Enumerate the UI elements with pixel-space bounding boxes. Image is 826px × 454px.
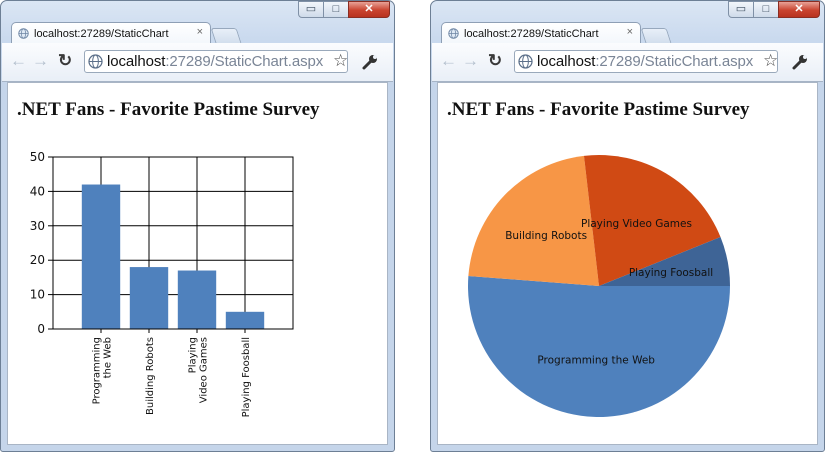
tab-close-icon[interactable]: × [626, 26, 633, 38]
pie-slice-label: Playing Video Games [581, 218, 692, 230]
x-tick-label-line: Building Robots [145, 337, 156, 415]
x-tick-label: Building Robots [145, 337, 156, 415]
y-tick-label: 10 [30, 288, 45, 302]
new-tab-button[interactable] [640, 28, 672, 43]
window-controls: ▭ □ ✕ [728, 1, 820, 18]
reload-icon[interactable]: ↻ [488, 51, 503, 70]
x-tick-label-line: the Web [103, 337, 114, 378]
browser-window-bar-chart: ▭ □ ✕ localhost:27289/StaticChart × ← → … [0, 0, 395, 452]
pie-slice [583, 155, 721, 286]
url-text: localhost:27289/StaticChart.aspx [107, 53, 323, 70]
star-icon[interactable]: ☆ [763, 51, 779, 70]
y-tick-label: 30 [30, 219, 45, 233]
browser-tab[interactable]: localhost:27289/StaticChart × [441, 22, 641, 44]
maximize-button[interactable]: □ [323, 1, 349, 18]
tab-title: localhost:27289/StaticChart [464, 27, 599, 40]
y-tick-label: 50 [30, 150, 45, 164]
plot-frame [52, 156, 294, 330]
globe-icon [518, 54, 533, 69]
pie-slice-label: Building Robots [505, 230, 587, 242]
y-tick-label: 0 [37, 322, 45, 336]
x-tick-label-line: Playing Foosball [241, 337, 252, 417]
address-bar[interactable]: localhost:27289/StaticChart.aspx [84, 50, 348, 73]
minimize-button[interactable]: ▭ [728, 1, 754, 18]
pie-slice [599, 237, 730, 286]
wrench-icon[interactable] [360, 52, 380, 72]
url-host: localhost [537, 53, 596, 70]
new-tab-button[interactable] [210, 28, 242, 43]
browser-toolbar: ← → ↻ localhost:27289/StaticChart.aspx ☆ [432, 43, 823, 82]
browser-window-pie-chart: ▭ □ ✕ localhost:27289/StaticChart × ← → … [430, 0, 825, 452]
url-path: :27289/StaticChart.aspx [165, 53, 324, 70]
tab-close-icon[interactable]: × [196, 26, 203, 38]
back-arrow-icon[interactable]: ← [10, 51, 27, 70]
url-path: :27289/StaticChart.aspx [595, 53, 754, 70]
bar [225, 311, 265, 329]
x-tick-label-line: Programming [92, 337, 103, 404]
page-title: .NET Fans - Favorite Pastime Survey [17, 99, 320, 120]
reload-icon[interactable]: ↻ [58, 51, 73, 70]
star-icon[interactable]: ☆ [333, 51, 349, 70]
x-tick-label-line: Video Games [199, 337, 210, 403]
url-text: localhost:27289/StaticChart.aspx [537, 53, 753, 70]
page-viewport: .NET Fans - Favorite Pastime Survey 0 10 2… [7, 82, 388, 445]
window-controls: ▭ □ ✕ [298, 1, 390, 18]
page-viewport: .NET Fans - Favorite Pastime Survey Prog… [437, 82, 818, 445]
globe-icon [88, 54, 103, 69]
bar [177, 270, 217, 329]
pie-slice-label: Playing Foosball [629, 267, 713, 279]
globe-icon [18, 28, 29, 39]
browser-toolbar: ← → ↻ localhost:27289/StaticChart.aspx ☆ [2, 43, 393, 82]
x-tick-label: Programming the Web [92, 337, 114, 404]
x-tick-label-line: Playing [188, 337, 199, 373]
url-host: localhost [107, 53, 166, 70]
forward-arrow-icon[interactable]: → [462, 51, 479, 70]
globe-icon [448, 28, 459, 39]
y-tick-label: 20 [30, 253, 45, 267]
close-window-button[interactable]: ✕ [778, 1, 820, 18]
tab-title: localhost:27289/StaticChart [34, 27, 169, 40]
pie-slice [468, 155, 599, 286]
x-tick-label: Playing Foosball [241, 337, 252, 417]
minimize-button[interactable]: ▭ [298, 1, 324, 18]
bar [81, 184, 121, 329]
address-bar[interactable]: localhost:27289/StaticChart.aspx [514, 50, 778, 73]
page-title: .NET Fans - Favorite Pastime Survey [447, 99, 750, 120]
x-tick-label: Playing Video Games [188, 337, 210, 403]
pie-slice-label: Programming the Web [537, 354, 655, 366]
bar-chart: 0 10 20 30 40 50 Programming the Web Building Ro… [30, 150, 294, 417]
forward-arrow-icon[interactable]: → [32, 51, 49, 70]
wrench-icon[interactable] [790, 52, 810, 72]
back-arrow-icon[interactable]: ← [440, 51, 457, 70]
maximize-button[interactable]: □ [753, 1, 779, 18]
browser-tab[interactable]: localhost:27289/StaticChart × [11, 22, 211, 44]
y-tick-label: 40 [30, 184, 45, 198]
pie-slice [468, 275, 730, 417]
bar [129, 267, 169, 329]
close-window-button[interactable]: ✕ [348, 1, 390, 18]
